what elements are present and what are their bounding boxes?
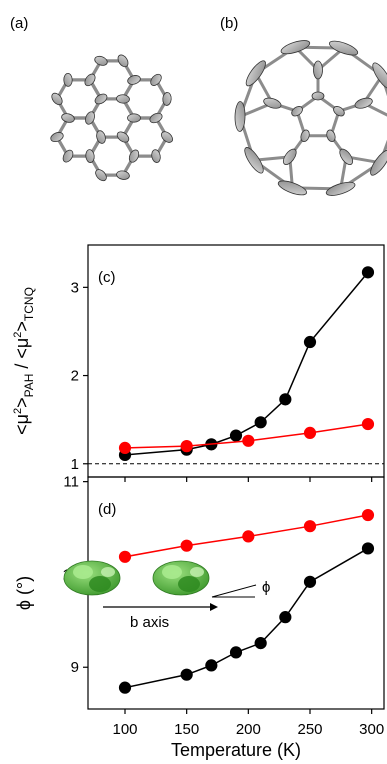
atom-ellipsoid xyxy=(280,40,311,55)
data-point xyxy=(279,393,292,406)
data-point xyxy=(303,426,317,439)
data-point xyxy=(303,575,317,588)
atom-ellipsoid xyxy=(94,55,108,66)
atom-ellipsoid xyxy=(333,106,345,117)
atom-ellipsoid xyxy=(328,40,359,56)
atom-ellipsoid xyxy=(326,129,336,143)
atom-ellipsoid xyxy=(149,112,163,124)
x-tick-label: 300 xyxy=(359,721,384,738)
atom-ellipsoid xyxy=(161,131,173,143)
y-axis-title-c: <μ2>PAH / <μ2>TCNQ xyxy=(12,287,36,435)
plot-frame-d xyxy=(87,476,385,710)
atom-ellipsoid xyxy=(117,54,129,68)
atom-ellipsoid xyxy=(150,73,162,86)
atom-ellipsoid xyxy=(116,131,130,143)
angle-label: ϕ xyxy=(262,579,270,596)
atom-ellipsoid xyxy=(151,149,161,163)
data-point xyxy=(361,508,375,522)
chart-panel-c: 1 2 3 (c) <μ2>PAH / <μ2>TCNQ xyxy=(12,244,385,482)
atom-ellipsoid xyxy=(325,181,356,196)
y-tick-label: 9 xyxy=(71,659,79,676)
panel-b-label: (b) xyxy=(220,15,238,32)
atom-ellipsoid xyxy=(96,130,106,144)
atom-ellipsoid xyxy=(300,129,310,143)
atom-ellipsoid xyxy=(63,72,73,87)
atom-ellipsoid xyxy=(51,92,63,106)
x-axis-title: Temperature (K) xyxy=(171,740,301,760)
data-point xyxy=(254,416,267,429)
panel-d-label: (d) xyxy=(98,501,116,518)
data-point xyxy=(242,530,255,543)
atom-ellipsoid xyxy=(61,113,75,123)
b-axis-arrowhead xyxy=(210,603,218,611)
series-line xyxy=(124,271,369,456)
y-tick-label: 2 xyxy=(71,368,79,385)
atom-ellipsoid xyxy=(116,94,130,104)
atom-ellipsoid xyxy=(311,91,325,101)
data-point xyxy=(180,539,193,552)
atom-ellipsoid xyxy=(354,97,373,109)
data-point xyxy=(361,542,375,555)
atom-ellipsoid xyxy=(263,97,282,109)
data-point xyxy=(118,681,132,694)
data-point xyxy=(229,646,243,659)
atom-ellipsoid xyxy=(94,93,108,105)
atom-ellipsoid xyxy=(50,132,64,143)
inset-molecule-1 xyxy=(63,560,121,596)
atom-ellipsoid xyxy=(162,92,172,106)
data-point xyxy=(205,659,218,672)
atom-ellipsoid xyxy=(127,113,141,123)
data-point xyxy=(229,429,243,442)
atom-ellipsoid xyxy=(282,148,297,165)
x-tick-label: 200 xyxy=(236,721,261,738)
x-tick-label: 100 xyxy=(112,721,137,738)
atom-ellipsoid xyxy=(234,101,246,132)
atom-ellipsoid xyxy=(370,149,387,176)
y-tick-label: 11 xyxy=(63,474,79,491)
data-point xyxy=(254,637,267,650)
y-tick-label: 1 xyxy=(71,456,79,473)
molecule-structure-a xyxy=(50,54,173,182)
inset-molecule-2 xyxy=(152,560,210,596)
atom-ellipsoid xyxy=(313,60,323,80)
angle-tilt-line xyxy=(211,584,257,598)
data-point xyxy=(361,417,375,431)
atom-ellipsoid xyxy=(62,149,74,163)
data-point xyxy=(118,550,132,563)
panel-c-label: (c) xyxy=(98,269,116,286)
atom-ellipsoid xyxy=(277,180,308,196)
atom-ellipsoid xyxy=(244,147,264,174)
atom-ellipsoid xyxy=(95,169,107,182)
x-tick-label: 250 xyxy=(297,721,322,738)
inset-diagram: b axis ϕ xyxy=(63,560,270,631)
atom-ellipsoid xyxy=(84,73,96,87)
data-point xyxy=(118,441,132,454)
data-point xyxy=(242,434,255,447)
atom-ellipsoid xyxy=(116,170,130,180)
data-point xyxy=(361,266,375,279)
y-axis-title-d: ϕ (°) xyxy=(14,576,34,610)
atom-ellipsoid xyxy=(291,106,303,117)
data-point xyxy=(303,520,317,533)
data-point xyxy=(180,668,193,681)
atom-ellipsoid xyxy=(245,60,266,87)
y-tick-label: 3 xyxy=(71,279,79,296)
data-point xyxy=(303,335,317,349)
atom-ellipsoid xyxy=(339,148,354,165)
data-point xyxy=(180,440,193,453)
molecule-structure-b xyxy=(234,40,387,196)
panel-a-label: (a) xyxy=(10,15,28,32)
atom-ellipsoid xyxy=(127,75,141,85)
x-tick-label: 150 xyxy=(174,721,199,738)
atom-ellipsoid xyxy=(128,149,140,163)
b-axis-label: b axis xyxy=(130,614,169,631)
data-point xyxy=(279,611,292,624)
atom-ellipsoid xyxy=(85,149,95,163)
atom-ellipsoid xyxy=(372,62,387,89)
atom-ellipsoid xyxy=(85,111,95,125)
